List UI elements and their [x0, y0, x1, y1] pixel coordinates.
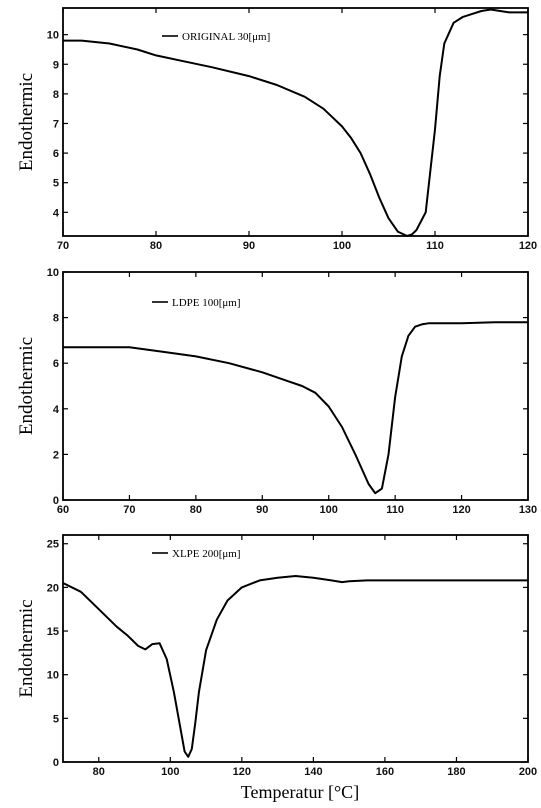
x-tick-label: 110: [386, 504, 404, 516]
x-tick-label: 100: [320, 504, 338, 516]
y-axis-title: Endothermic: [16, 599, 37, 697]
x-tick-label: 200: [519, 766, 537, 778]
x-axis-title: Temperatur [°C]: [241, 782, 359, 802]
x-tick-label: 120: [452, 504, 470, 516]
panel-original: 70 80 90 100 110 120 4 5 6 7 8 9 10 Endothermic ORIGIN…: [16, 7, 537, 252]
plot-frame: [62, 534, 529, 763]
y-tick-label: 25: [47, 539, 59, 551]
y-axis-title: Endothermic: [16, 337, 37, 435]
x-tick-label: 120: [233, 766, 251, 778]
x-tick-label: 140: [304, 766, 322, 778]
y-tick-label: 5: [53, 178, 59, 190]
x-tick-label: 90: [256, 504, 268, 516]
legend-label: XLPE 200[μm]: [172, 548, 241, 560]
x-tick-label: 70: [123, 504, 135, 516]
x-tick-label: 60: [57, 504, 69, 516]
x-tick-label: 110: [426, 240, 444, 252]
x-tick-label: 70: [57, 240, 69, 252]
x-tick-label: 130: [519, 504, 537, 516]
y-tick-label: 15: [47, 626, 59, 638]
panel-ldpe: 60 70 80 90 100 110 120 130 0 2 4 6 8 10 Endothermic LD…: [16, 267, 537, 516]
y-tick-label: 5: [53, 713, 59, 725]
y-tick-label: 2: [53, 449, 59, 461]
plot-frame: [62, 7, 529, 237]
plot-frame: [62, 271, 529, 501]
y-tick-label: 0: [53, 495, 59, 507]
series-line: [63, 321, 528, 495]
y-tick-label: 10: [47, 267, 59, 279]
x-tick-label: 80: [190, 504, 202, 516]
x-tick-label: 80: [93, 766, 105, 778]
y-tick-label: 8: [53, 313, 59, 325]
y-tick-label: 4: [53, 207, 60, 219]
panel-xlpe: 80 100 120 140 160 180 200 0 5 10 15 20 25 Endothermi…: [16, 534, 537, 778]
x-tick-label: 120: [519, 240, 537, 252]
y-tick-label: 0: [53, 757, 59, 769]
y-axis-title: Endothermic: [16, 73, 37, 171]
x-tick-label: 160: [376, 766, 394, 778]
series-line: [63, 8, 528, 237]
x-tick-label: 180: [447, 766, 465, 778]
y-tick-label: 8: [53, 89, 59, 101]
x-tick-label: 80: [150, 240, 162, 252]
series-line: [62, 575, 528, 758]
y-tick-label: 9: [53, 59, 59, 71]
legend-label: ORIGINAL 30[μm]: [182, 31, 270, 43]
x-tick-label: 90: [243, 240, 255, 252]
x-tick-label: 100: [161, 766, 179, 778]
y-tick-label: 6: [53, 148, 59, 160]
y-tick-label: 10: [47, 30, 59, 42]
y-tick-label: 20: [47, 582, 59, 594]
legend-label: LDPE 100[μm]: [172, 297, 241, 309]
y-tick-label: 7: [53, 118, 59, 130]
y-tick-label: 4: [53, 404, 60, 416]
y-tick-label: 6: [53, 358, 59, 370]
x-tick-label: 100: [333, 240, 351, 252]
y-tick-label: 10: [47, 670, 59, 682]
